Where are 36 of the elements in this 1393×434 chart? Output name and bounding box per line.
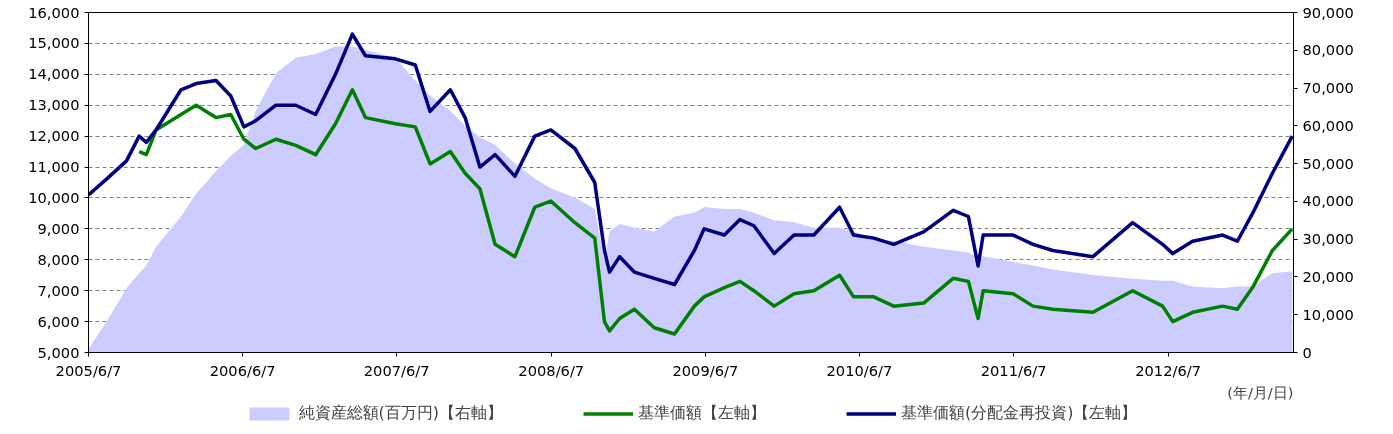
x-tick-label: 2012/6/7 <box>1135 361 1202 379</box>
x-tick-label: 2006/6/7 <box>209 361 276 379</box>
y2-tick-label: 40,000 <box>1302 192 1354 210</box>
x-tick-label: 2010/6/7 <box>826 361 893 379</box>
y-tick-label: 9,000 <box>37 219 80 237</box>
y2-tick-label: 0 <box>1302 343 1312 361</box>
x-tick-label: 2008/6/7 <box>518 361 585 379</box>
x-tick-label: 2005/6/7 <box>55 361 122 379</box>
y-tick-label: 8,000 <box>37 250 80 268</box>
legend-label: 基準価額(分配金再投資)【左軸】 <box>901 402 1138 424</box>
y-tick-label: 7,000 <box>37 281 80 299</box>
y-tick-label: 16,000 <box>28 3 80 21</box>
line-series <box>88 32 1294 287</box>
x-tick-label: 2011/6/7 <box>980 361 1047 379</box>
y-tick-label: 15,000 <box>28 34 80 52</box>
y2-tick-label: 90,000 <box>1302 3 1354 21</box>
y2-tick-label: 50,000 <box>1302 154 1354 172</box>
y2-tick-label: 70,000 <box>1302 79 1354 97</box>
legend-label: 基準価額【左軸】 <box>638 402 766 424</box>
y2-tick-label: 10,000 <box>1302 305 1354 323</box>
x-tick-label: 2007/6/7 <box>363 361 430 379</box>
legend-label: 純資産総額(百万円)【右軸】 <box>298 402 503 424</box>
line-series <box>137 88 1294 336</box>
y-tick-label: 10,000 <box>28 188 80 206</box>
y-tick-label: 12,000 <box>28 127 80 145</box>
y-tick-label: 14,000 <box>28 65 80 83</box>
y2-tick-label: 30,000 <box>1302 230 1354 248</box>
y2-tick-label: 60,000 <box>1302 116 1354 134</box>
y-tick-label: 6,000 <box>37 312 80 330</box>
x-tick-label: 2009/6/7 <box>672 361 739 379</box>
y-tick-label: 11,000 <box>28 158 80 176</box>
y-tick-label: 5,000 <box>37 343 80 361</box>
y-tick-label: 13,000 <box>28 96 80 114</box>
x-axis-title: (年/月/日) <box>1227 383 1294 401</box>
y2-tick-label: 20,000 <box>1302 267 1354 285</box>
y2-tick-label: 80,000 <box>1302 41 1354 59</box>
